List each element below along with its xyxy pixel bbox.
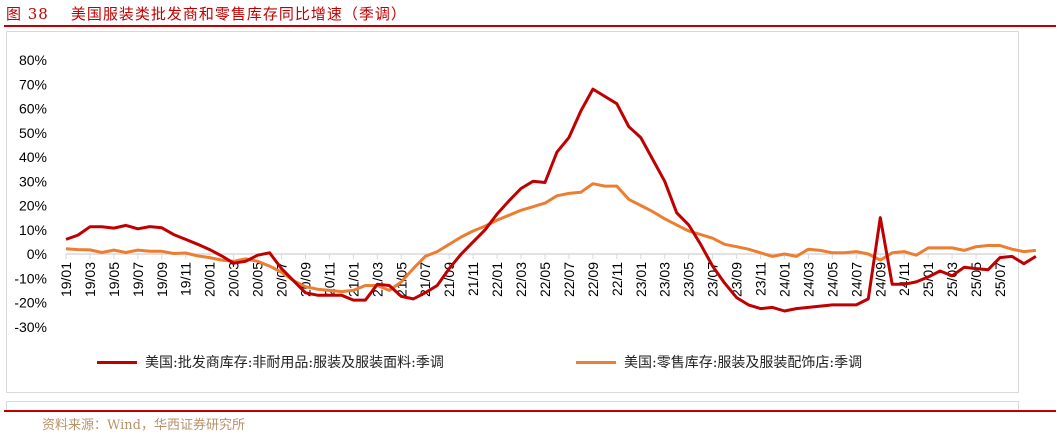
legend-item-retail: 美国:零售库存:服装及服装配饰店:季调 xyxy=(576,352,862,372)
x-tick-label: 22/05 xyxy=(537,262,553,297)
source-note: 资料来源：Wind，华西证券研究所 xyxy=(42,418,245,433)
y-tick-label: -20% xyxy=(14,295,47,311)
legend-swatch-wholesale xyxy=(97,360,137,364)
figure-number: 图 38 xyxy=(6,5,49,23)
chart-legend: 美国:批发商库存:非耐用品:服装及服装面料:季调 美国:零售库存:服装及服装配饰… xyxy=(0,352,1059,376)
line-chart: 80% 70% 60% 50% 40% 30% 20% 10% 0% -10% -20% -30% 1… xyxy=(14,52,1037,335)
x-tick-label: 25/01 xyxy=(920,262,936,297)
y-tick-label: 30% xyxy=(19,173,47,189)
chart-container-bottom xyxy=(6,401,1019,410)
x-tick-label: 20/03 xyxy=(226,262,242,297)
x-tick-label: 24/09 xyxy=(872,262,888,297)
x-tick-label: 19/03 xyxy=(82,262,98,297)
x-tick-label: 19/07 xyxy=(130,262,146,297)
figure-title: 图 38 美国服装类批发商和零售库存同比增速（季调） xyxy=(6,3,407,24)
bottom-rule xyxy=(4,410,1056,412)
x-tick-label: 23/01 xyxy=(633,262,649,297)
x-tick-label: 22/03 xyxy=(513,262,529,297)
x-tick-label: 25/05 xyxy=(968,262,984,297)
x-tick-label: 19/11 xyxy=(178,262,194,296)
y-tick-label: 40% xyxy=(19,149,47,165)
series-wholesale-line xyxy=(65,87,1037,313)
series-lines xyxy=(65,87,1037,313)
x-tick-label: 22/01 xyxy=(489,262,505,297)
y-axis: 80% 70% 60% 50% 40% 30% 20% 10% 0% -10% -20% -30% xyxy=(14,52,47,335)
y-tick-label: 50% xyxy=(19,125,47,141)
x-tick-label: 19/09 xyxy=(154,262,170,297)
x-tick-label: 23/11 xyxy=(753,262,769,296)
legend-label-retail: 美国:零售库存:服装及服装配饰店:季调 xyxy=(624,355,863,371)
chart-container xyxy=(6,31,1019,393)
x-tick-label: 24/01 xyxy=(776,262,792,297)
y-tick-label: 80% xyxy=(19,52,47,68)
y-tick-label: -30% xyxy=(14,319,47,335)
x-tick-label: 20/01 xyxy=(202,262,218,297)
x-tick-label: 24/03 xyxy=(800,262,816,297)
legend-item-wholesale: 美国:批发商库存:非耐用品:服装及服装面料:季调 xyxy=(97,352,444,372)
x-tick-label: 22/11 xyxy=(609,262,625,296)
figure-title-text: 美国服装类批发商和零售库存同比增速（季调） xyxy=(70,5,407,23)
x-tick-label: 25/03 xyxy=(944,262,960,297)
x-tick-label: 19/01 xyxy=(58,262,74,297)
x-tick-label: 21/07 xyxy=(417,262,433,297)
x-tick-label: 24/07 xyxy=(848,262,864,297)
x-tick-label: 22/07 xyxy=(561,262,577,297)
x-tick-label: 23/03 xyxy=(657,262,673,297)
x-tick-label: 21/11 xyxy=(465,262,481,296)
y-tick-label: 0% xyxy=(27,246,47,262)
x-tick-label: 21/05 xyxy=(393,262,409,297)
x-tick-label: 24/11 xyxy=(896,262,912,296)
x-tick-label: 24/05 xyxy=(824,262,840,297)
x-axis: 19/01 19/03 19/05 19/07 19/09 19/11 20/01 20/03… xyxy=(58,253,1008,297)
x-tick-label: 19/05 xyxy=(106,262,122,297)
x-tick-label: 21/09 xyxy=(441,262,457,297)
top-rule xyxy=(4,25,1056,27)
x-tick-label: 23/09 xyxy=(729,262,745,297)
legend-swatch-retail xyxy=(576,360,616,364)
x-tick-label: 20/05 xyxy=(250,262,266,297)
y-tick-label: 60% xyxy=(19,101,47,117)
x-tick-label: 20/11 xyxy=(321,262,337,296)
x-tick-label: 23/05 xyxy=(681,262,697,297)
y-tick-label: -10% xyxy=(14,270,47,286)
legend-label-wholesale: 美国:批发商库存:非耐用品:服装及服装面料:季调 xyxy=(145,355,444,371)
y-tick-label: 20% xyxy=(19,198,47,214)
x-tick-label: 22/09 xyxy=(585,262,601,297)
y-tick-label: 70% xyxy=(19,76,47,92)
x-tick-label: 25/07 xyxy=(992,262,1008,297)
y-tick-label: 10% xyxy=(19,222,47,238)
